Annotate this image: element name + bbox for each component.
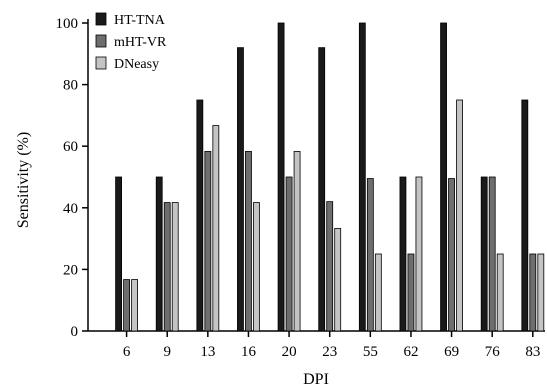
bar-dneasy-20	[293, 151, 301, 332]
bar-dneasy-83	[537, 253, 545, 332]
bar-ht-tna-76	[480, 176, 488, 332]
legend-swatch-dneasy	[95, 56, 107, 70]
legend-swatch-ht-tna	[95, 12, 107, 26]
y-tick-label: 40	[63, 201, 78, 217]
y-tick-label: 100	[56, 16, 79, 32]
bar-mht-vr-62	[407, 253, 415, 332]
y-tick-label: 80	[63, 78, 78, 94]
bar-ht-tna-55	[358, 22, 366, 332]
bar-dneasy-13	[212, 125, 220, 332]
bar-ht-tna-20	[277, 22, 285, 332]
legend-label-mht-vr: mHT-VR	[114, 35, 167, 50]
x-tick-label: 9	[163, 344, 171, 360]
bar-ht-tna-6	[115, 176, 122, 332]
bar-ht-tna-83	[521, 99, 529, 332]
bar-dneasy-9	[171, 202, 179, 332]
y-tick-label: 60	[63, 139, 78, 155]
bar-ht-tna-16	[237, 47, 244, 332]
x-tick-label: 6	[123, 344, 131, 360]
bar-mht-vr-13	[204, 151, 212, 332]
bar-mht-vr-76	[488, 176, 496, 332]
bar-ht-tna-23	[318, 47, 326, 332]
bar-mht-vr-69	[448, 178, 455, 332]
bar-mht-vr-9	[163, 202, 171, 332]
bar-ht-tna-13	[196, 99, 204, 332]
x-tick-label: 13	[200, 344, 215, 360]
y-tick-label: 20	[63, 262, 78, 278]
legend-swatch-mht-vr	[95, 34, 107, 48]
x-axis-title: DPI	[303, 371, 329, 388]
bar-dneasy-6	[131, 279, 138, 332]
bar-dneasy-55	[374, 253, 382, 332]
bar-ht-tna-62	[399, 176, 407, 332]
x-tick-label: 20	[282, 344, 297, 360]
y-axis-title: Sensitivity (%)	[15, 132, 32, 228]
bar-mht-vr-55	[366, 178, 374, 332]
bar-dneasy-16	[253, 202, 260, 332]
x-tick-label: 23	[322, 344, 337, 360]
bar-ht-tna-69	[440, 22, 447, 332]
legend: HT-TNA mHT-VR DNeasy	[95, 12, 167, 72]
x-tick-label: 16	[241, 344, 257, 360]
legend-label-dneasy: DNeasy	[114, 57, 159, 72]
bar-dneasy-62	[415, 176, 423, 332]
bar-mht-vr-16	[245, 151, 252, 332]
bar-mht-vr-6	[123, 279, 130, 332]
bar-dneasy-69	[456, 99, 463, 332]
x-tick-label: 76	[485, 344, 501, 360]
bar-mht-vr-20	[285, 176, 293, 332]
x-tick-label: 55	[363, 344, 378, 360]
bar-ht-tna-9	[155, 176, 163, 332]
x-tick-label: 69	[444, 344, 459, 360]
x-tick-label: 62	[403, 344, 418, 360]
bar-mht-vr-83	[529, 253, 537, 332]
y-tick-label: 0	[71, 324, 79, 340]
bar-dneasy-76	[496, 253, 504, 332]
x-tick-label: 83	[525, 344, 540, 360]
bar-mht-vr-23	[326, 201, 334, 332]
legend-label-ht-tna: HT-TNA	[114, 13, 166, 28]
bar-dneasy-23	[334, 228, 342, 332]
